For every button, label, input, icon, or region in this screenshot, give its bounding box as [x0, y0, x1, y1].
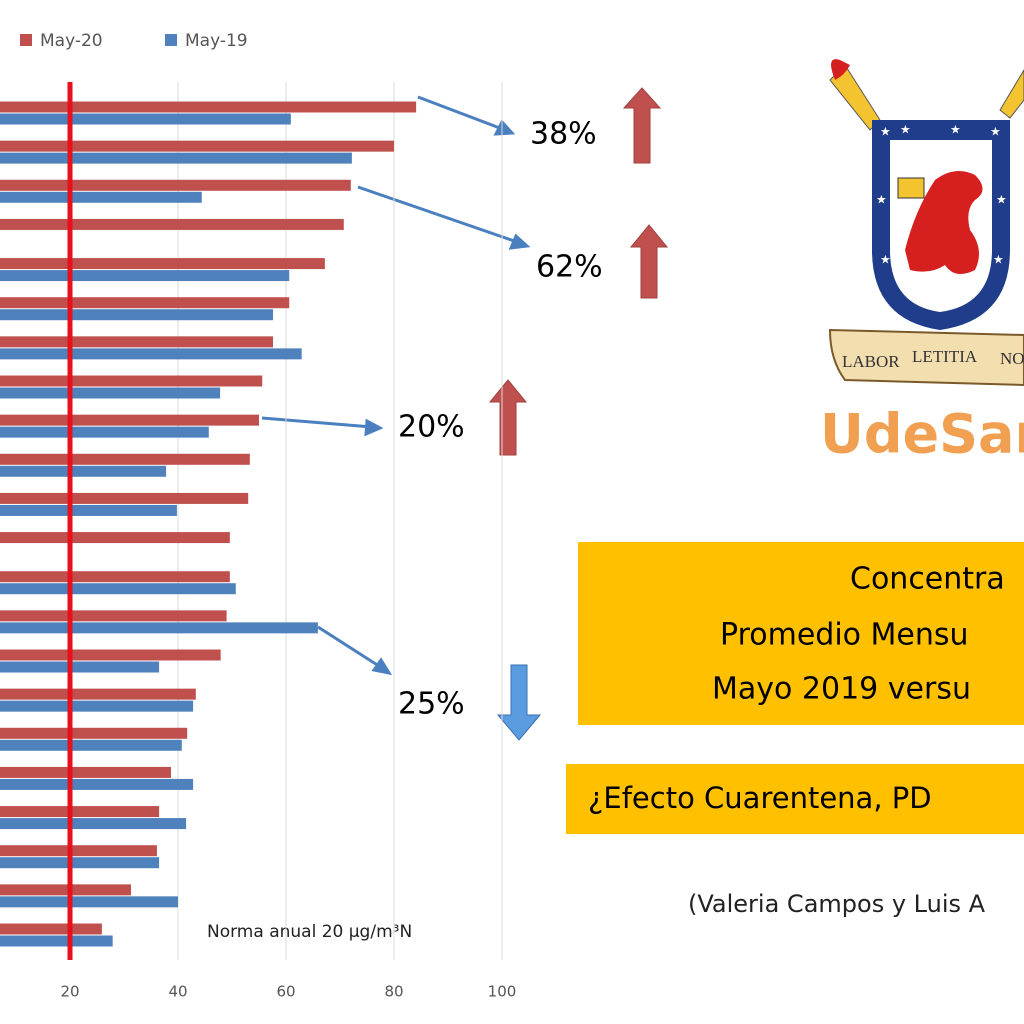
svg-text:★: ★	[996, 193, 1007, 207]
bar	[0, 766, 171, 778]
svg-text:★: ★	[990, 125, 1001, 139]
legend-swatch	[20, 34, 32, 46]
bar	[0, 661, 160, 673]
bar	[0, 336, 274, 348]
logo-text: UdeSantia	[820, 403, 1024, 466]
x-tick-label: 40	[168, 983, 187, 1001]
annotation: 25%	[398, 687, 465, 722]
bar	[0, 140, 394, 152]
x-tick-label: 80	[384, 983, 403, 1001]
bar	[0, 583, 236, 595]
x-tick-label: 100	[488, 983, 517, 1001]
svg-text:★: ★	[950, 123, 961, 137]
bar	[0, 492, 249, 504]
svg-text:★: ★	[880, 125, 891, 139]
bar	[0, 857, 160, 869]
motto: LETITIA	[912, 347, 978, 366]
bar	[0, 818, 187, 830]
bar	[0, 152, 352, 164]
bar	[0, 179, 351, 191]
bar	[0, 101, 417, 113]
bar	[0, 191, 202, 203]
title-line: Promedio Mensu	[720, 618, 969, 653]
motto: LABOR	[842, 352, 900, 371]
bar	[0, 727, 188, 739]
bar	[0, 845, 157, 857]
x-tick-label: 20	[60, 983, 79, 1001]
bar	[0, 375, 263, 387]
bar	[0, 218, 344, 230]
bar	[0, 688, 196, 700]
annotation: 20%	[398, 410, 465, 445]
bar	[0, 270, 290, 282]
bar	[0, 297, 290, 309]
legend-swatch	[165, 34, 177, 46]
bar	[0, 387, 221, 399]
annotation: Norma anual 20 µg/m³N	[207, 922, 412, 942]
bar	[0, 258, 325, 270]
annotation: 62%	[536, 250, 603, 285]
bar	[0, 896, 178, 908]
svg-text:★: ★	[900, 123, 911, 137]
bar	[0, 309, 274, 321]
pointer-arrows	[261, 95, 531, 676]
bar	[0, 649, 221, 661]
bar	[0, 571, 230, 583]
annotation: 38%	[530, 117, 597, 152]
bar	[0, 806, 160, 818]
title-line: Mayo 2019 versu	[712, 672, 971, 707]
bar	[0, 923, 102, 935]
bar	[0, 113, 291, 125]
bar	[0, 426, 209, 438]
svg-text:★: ★	[876, 193, 887, 207]
bar	[0, 465, 167, 477]
svg-text:★: ★	[880, 253, 891, 267]
bar	[0, 935, 113, 947]
bar	[0, 532, 230, 544]
trend-arrows	[488, 87, 669, 741]
bar	[0, 700, 194, 712]
question-box	[566, 764, 1024, 834]
bar	[0, 778, 194, 790]
bar	[0, 504, 177, 516]
bar	[0, 610, 227, 622]
credit: (Valeria Campos y Luis A	[688, 890, 986, 918]
title-line: Concentra	[850, 562, 1005, 597]
bar	[0, 622, 318, 634]
legend-label: May-20	[40, 31, 103, 51]
bar	[0, 884, 132, 896]
bar	[0, 414, 259, 426]
bar	[0, 453, 250, 465]
title-box	[578, 542, 1024, 725]
x-tick-label: 60	[276, 983, 295, 1001]
legend-label: May-19	[185, 31, 248, 51]
logo: ★ ★ ★ ★ ★ ★ ★ ★ LABOR LETITIA NO	[828, 59, 1024, 387]
bar	[0, 348, 302, 360]
motto: NO	[1000, 349, 1024, 368]
svg-text:★: ★	[993, 253, 1004, 267]
bar	[0, 739, 182, 751]
question: ¿Efecto Cuarentena, PD	[588, 781, 932, 815]
